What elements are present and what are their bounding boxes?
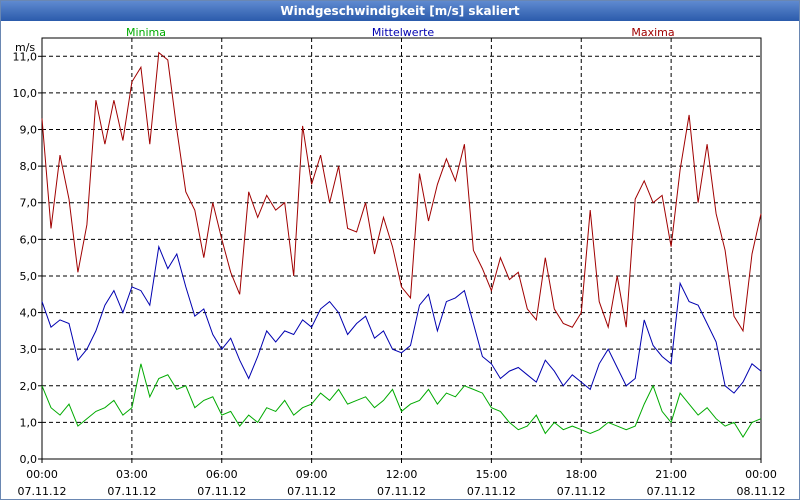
x-tick-label-date: 08.11.12 <box>737 485 786 498</box>
y-axis-label: m/s <box>15 41 35 54</box>
x-tick-label-time: 18:00 <box>565 468 597 481</box>
x-tick-label-time: 12:00 <box>386 468 418 481</box>
y-tick-label: 5,0 <box>20 270 38 283</box>
series-line-mittelwerte <box>41 244 762 394</box>
y-tick-label: 11,0 <box>13 50 38 63</box>
x-tick-label-time: 00:00 <box>745 468 777 481</box>
y-tick-label: 6,0 <box>20 233 38 246</box>
x-tick-label-date: 07.11.12 <box>377 485 426 498</box>
y-tick-label: 7,0 <box>20 197 38 210</box>
y-tick-label: 4,0 <box>20 307 38 320</box>
y-tick-label: 1,0 <box>20 416 38 429</box>
x-tick-label-date: 07.11.12 <box>557 485 606 498</box>
x-tick-label-date: 07.11.12 <box>287 485 336 498</box>
x-tick-label-date: 07.11.12 <box>467 485 516 498</box>
x-tick-label-time: 09:00 <box>296 468 328 481</box>
y-tick-label: 9,0 <box>20 124 38 137</box>
y-tick-label: 0,0 <box>20 453 38 466</box>
y-tick-label: 10,0 <box>13 87 38 100</box>
legend-label-minima: Minima <box>126 26 166 39</box>
x-tick-label-date: 07.11.12 <box>197 485 246 498</box>
y-tick-label: 3,0 <box>20 343 38 356</box>
x-tick-label-date: 07.11.12 <box>18 485 67 498</box>
y-tick-label: 2,0 <box>20 380 38 393</box>
x-tick-label-time: 00:00 <box>26 468 58 481</box>
window-title: Windgeschwindigkeit [m/s] skaliert <box>1 1 799 21</box>
x-tick-label-time: 06:00 <box>206 468 238 481</box>
x-tick-label-time: 03:00 <box>116 468 148 481</box>
y-tick-label: 8,0 <box>20 160 38 173</box>
line-chart: 0,0 1,0 2,0 3,0 4,0 5,0 6,0 7,0 8,0 9,0 10,0 11,0m/… <box>13 26 786 498</box>
series-line-minima <box>41 363 762 438</box>
x-tick-label-time: 15:00 <box>476 468 508 481</box>
x-tick-label-date: 07.11.12 <box>107 485 156 498</box>
series-line-maxima <box>41 51 762 333</box>
legend-label-maxima: Maxima <box>631 26 674 39</box>
legend-label-mittelwerte: Mittelwerte <box>372 26 435 39</box>
x-tick-label-time: 21:00 <box>655 468 687 481</box>
x-tick-label-date: 07.11.12 <box>647 485 696 498</box>
